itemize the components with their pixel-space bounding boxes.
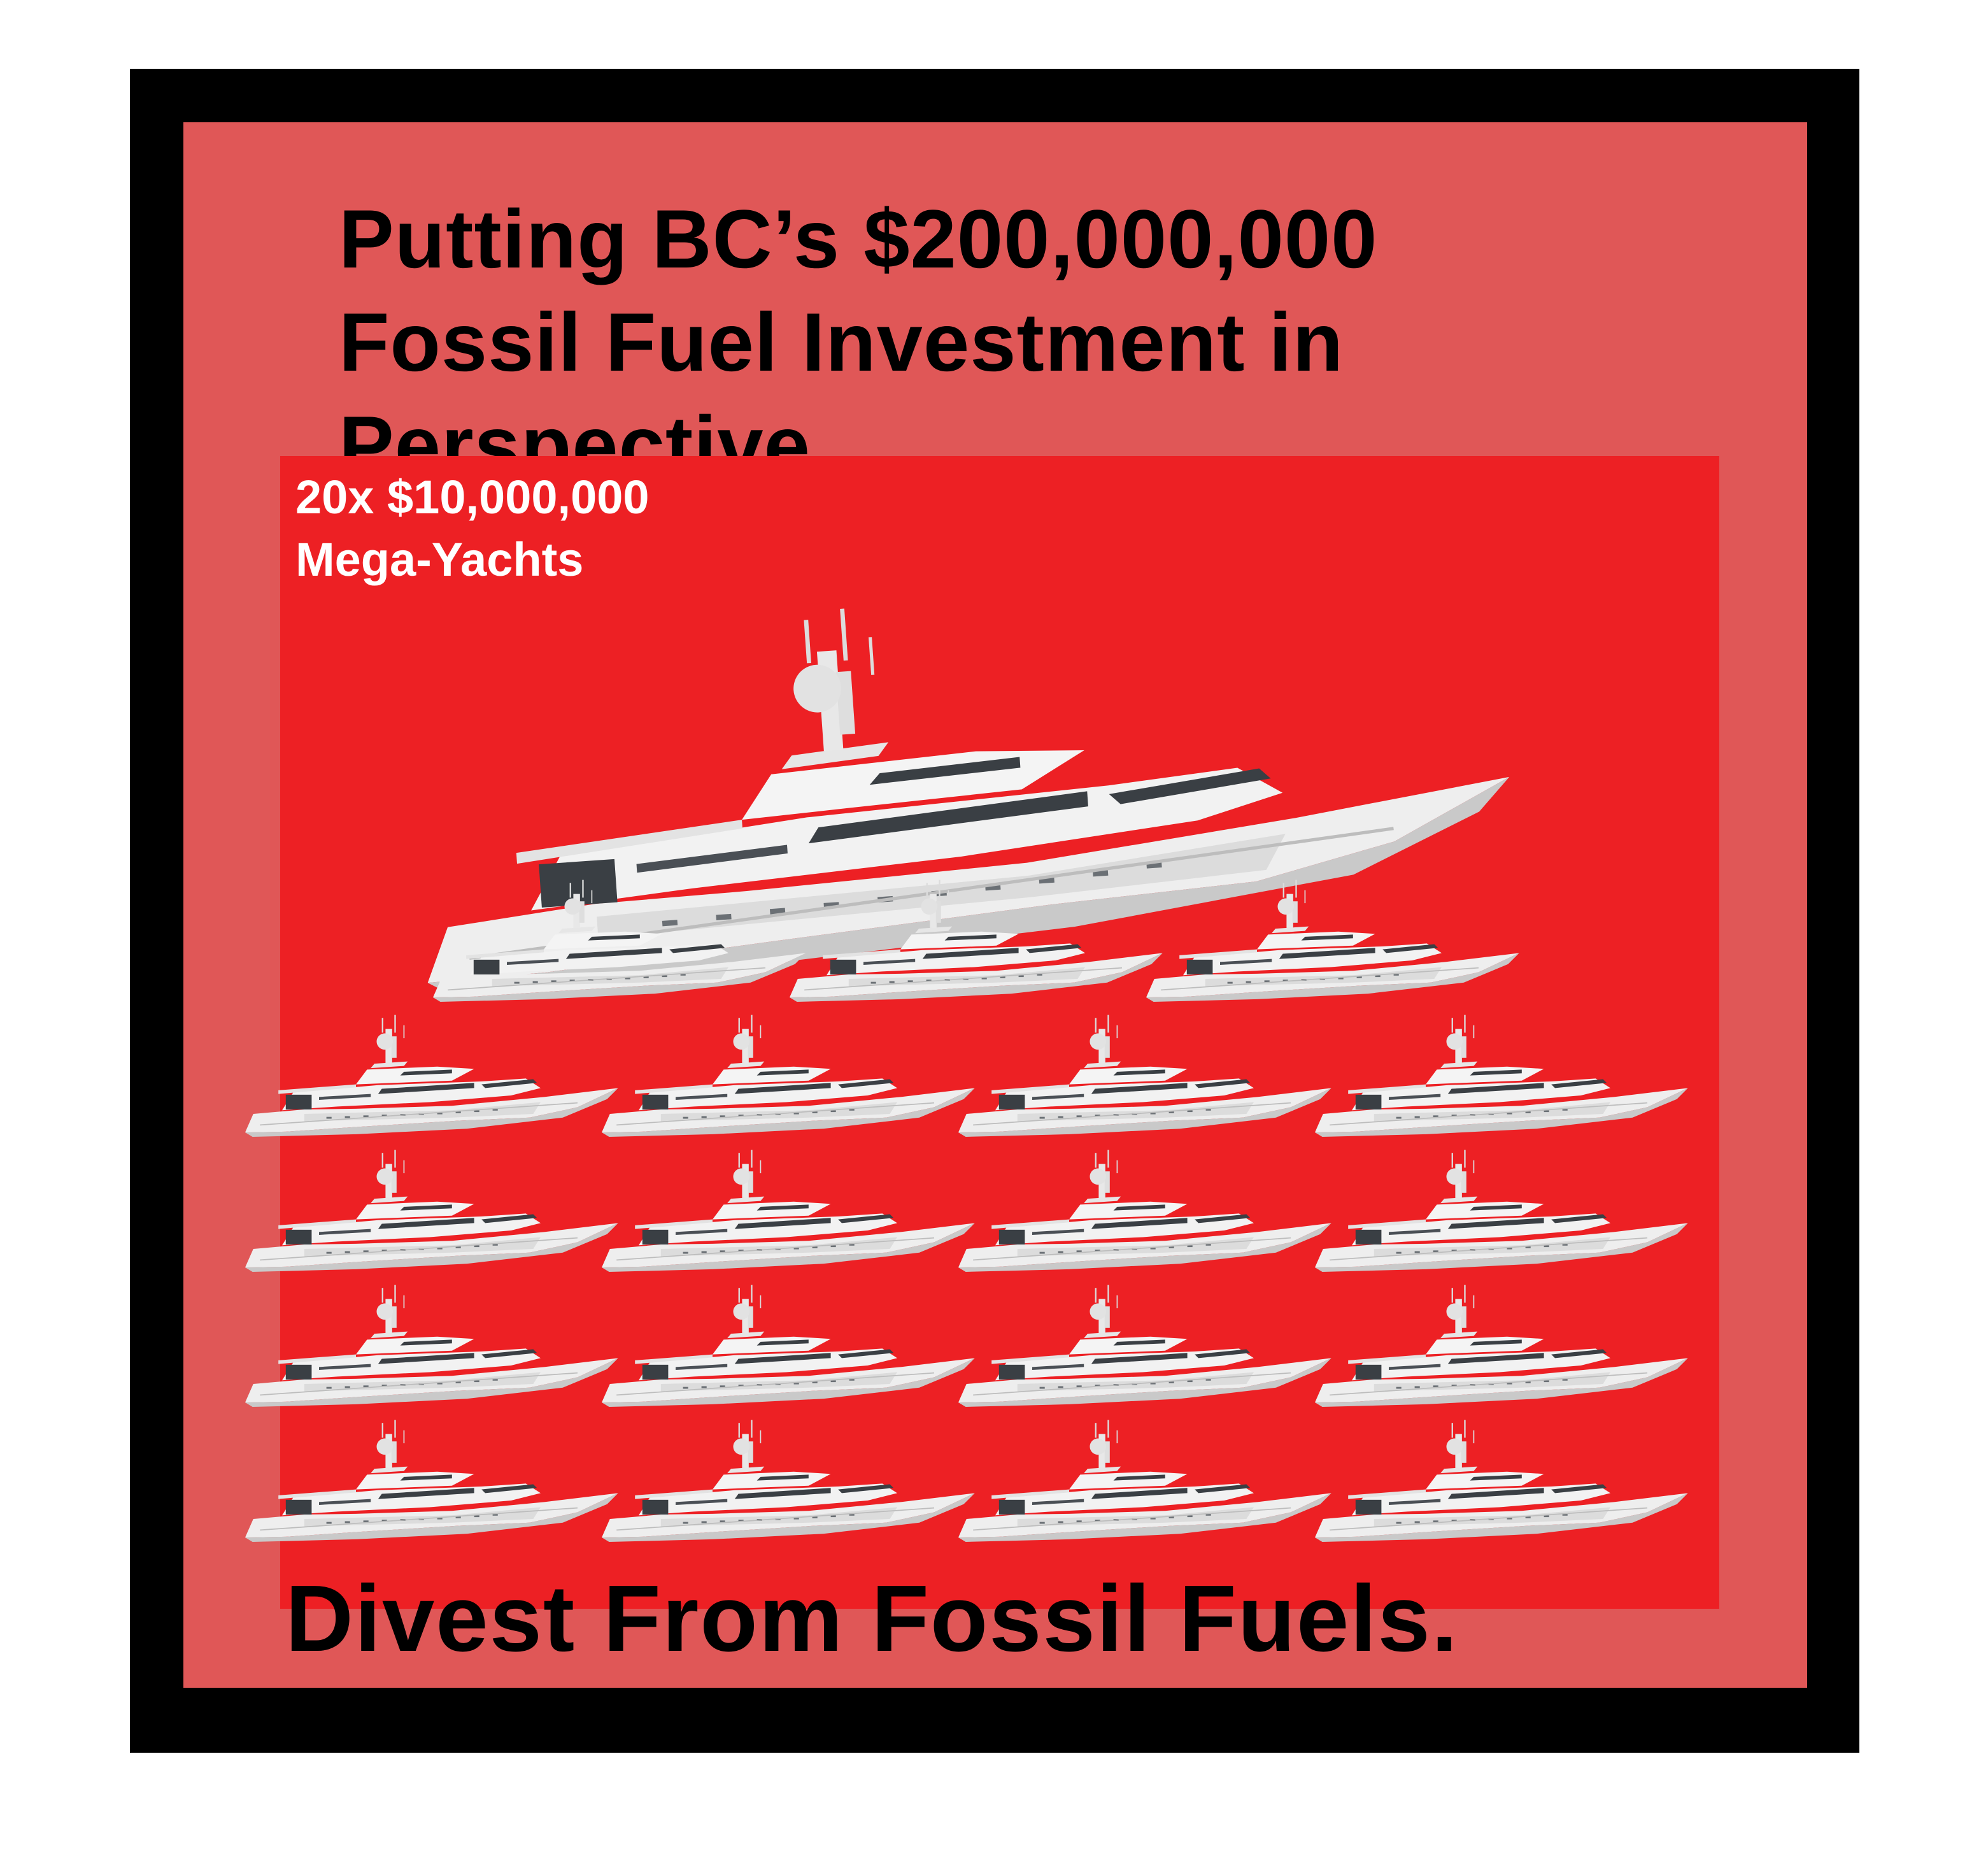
small-yacht-icon: [957, 1284, 1332, 1408]
yacht-count-label: 20x $10,000,000 Mega-Yachts: [295, 466, 650, 591]
small-yacht-icon: [1314, 1149, 1689, 1273]
small-yacht-icon: [1314, 1014, 1689, 1138]
yacht-scene: 20x $10,000,000 Mega-Yachts: [244, 456, 1719, 1609]
poster-panel: Putting BC’s $200,000,000 Fossil Fuel In…: [183, 122, 1807, 1688]
yacht-illustration: [244, 456, 1689, 1543]
small-yacht-grid: [244, 879, 1689, 1543]
small-yacht-icon: [600, 1149, 976, 1273]
small-yacht-icon: [244, 1284, 619, 1408]
small-yacht-icon: [244, 1419, 619, 1543]
small-yacht-icon: [957, 1419, 1332, 1543]
headline-line-1: Putting BC’s $200,000,000: [339, 192, 1378, 285]
small-yacht-icon: [244, 1149, 619, 1273]
poster-headline: Putting BC’s $200,000,000 Fossil Fuel In…: [339, 187, 1740, 497]
poster-tagline: Divest From Fossil Fuels.: [285, 1566, 1459, 1671]
small-yacht-icon: [1314, 1419, 1689, 1543]
small-yacht-icon: [600, 1014, 976, 1138]
small-yacht-icon: [600, 1419, 976, 1543]
small-yacht-icon: [1314, 1284, 1689, 1408]
count-label-line-2: Mega-Yachts: [295, 533, 584, 586]
small-yacht-icon: [244, 1014, 619, 1138]
count-label-line-1: 20x $10,000,000: [295, 471, 650, 524]
small-yacht-icon: [600, 1284, 976, 1408]
poster-frame: Putting BC’s $200,000,000 Fossil Fuel In…: [130, 69, 1859, 1753]
headline-line-2: Fossil Fuel Investment in: [339, 296, 1344, 389]
small-yacht-icon: [957, 1014, 1332, 1138]
small-yacht-icon: [957, 1149, 1332, 1273]
